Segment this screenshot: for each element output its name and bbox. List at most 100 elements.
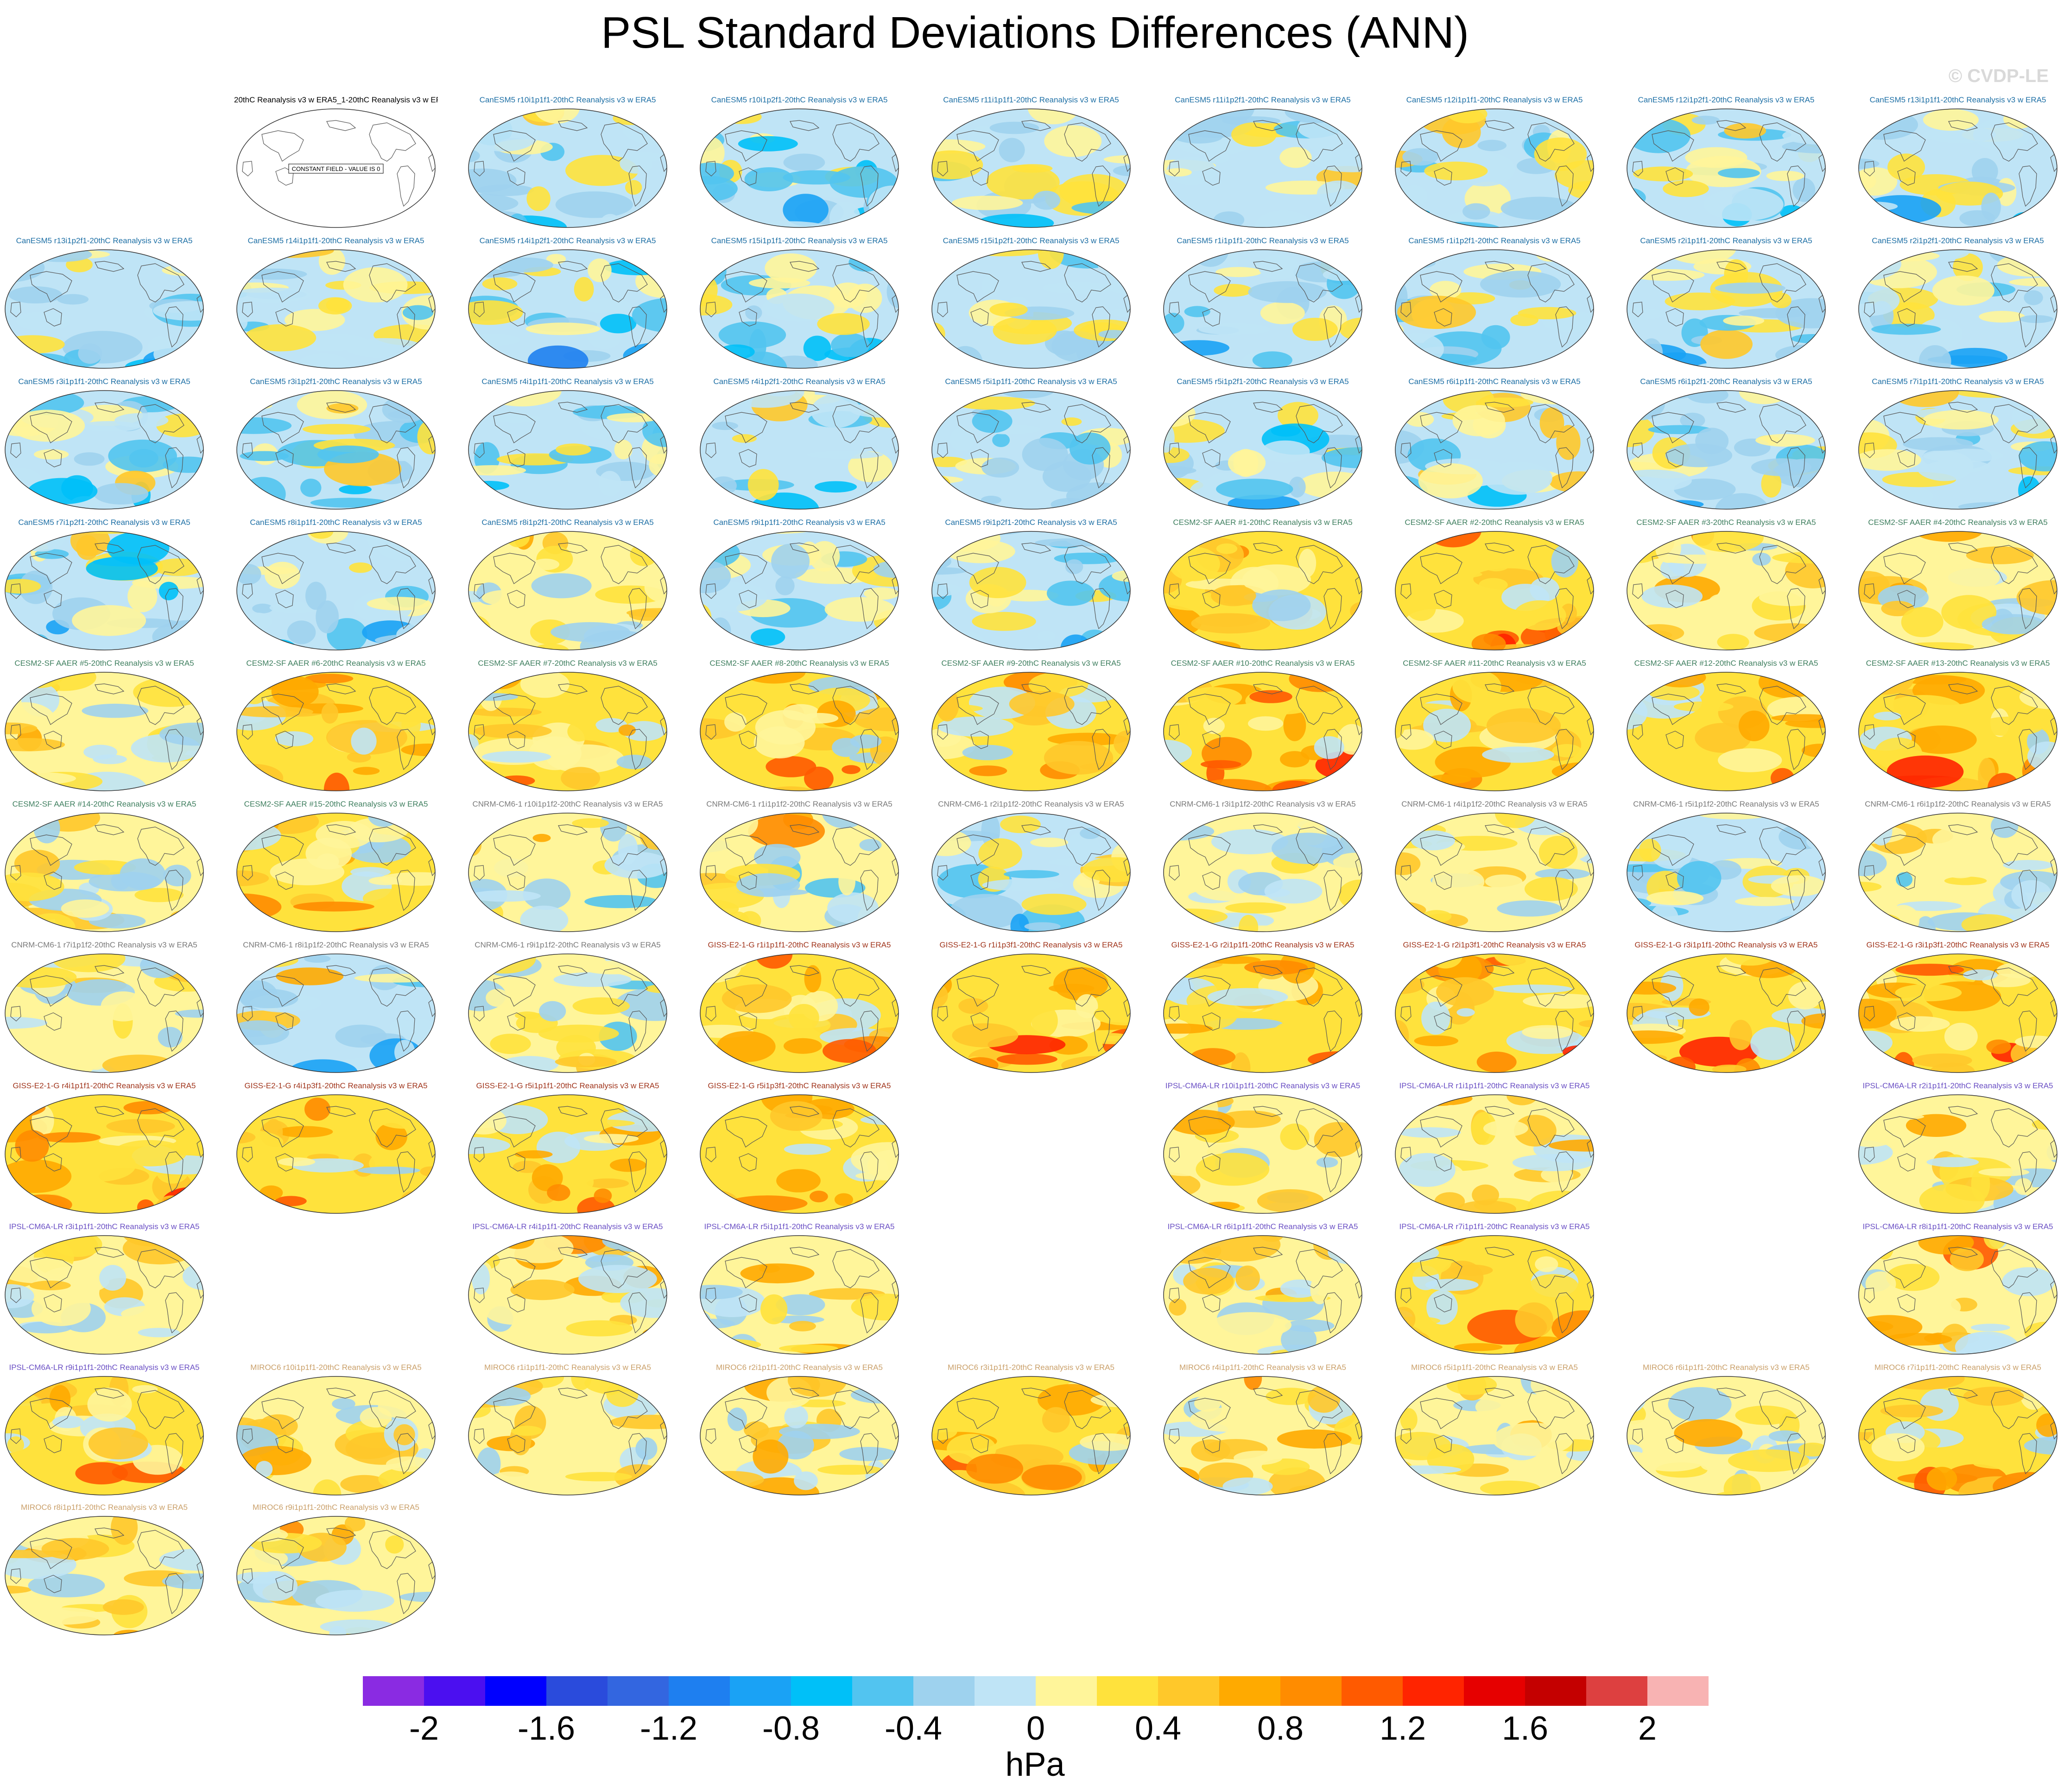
coastline-path [1202,1435,1221,1453]
anomaly-region [1395,711,1405,739]
coastline-path [242,1006,253,1022]
coastline-path [1527,404,1575,443]
coastline-path [1092,447,1110,489]
coastline-path [860,870,879,911]
anomaly-region [133,677,203,707]
anomaly-region [339,485,372,494]
coastline-path [261,975,304,1007]
coastlines [242,683,435,770]
coastline-path [1864,442,1875,458]
coastlines [10,965,203,1052]
coastlines [1632,824,1825,911]
anomaly-region [1548,250,1591,254]
anomaly-region [932,112,955,135]
map-panel: CanESM5 r11i1p1f1-20thC Reanalysis v3 w … [929,95,1133,230]
anomaly-region [932,1421,957,1441]
coastline-path [725,1398,767,1429]
world-map [468,953,667,1073]
map-panel: IPSL-CM6A-LR r7i1p1f1-20thC Reanalysis v… [1393,1222,1596,1357]
anomaly-region [1798,1442,1825,1457]
coastline-path [326,1527,356,1539]
anomaly-region [158,581,179,600]
chart-title: PSL Standard Deviations Differences (ANN… [601,8,1469,57]
coastlines [1864,965,2057,1052]
panel-title: CanESM5 r13i1p2f1-20thC Reanalysis v3 w … [16,236,193,245]
anomaly-region [1164,813,1190,819]
coastline-path [1202,1294,1221,1312]
coastline-path [832,686,880,725]
anomaly-region [468,1486,507,1495]
coastline-path [1253,543,1283,554]
anomaly-region [1450,1264,1493,1276]
world-map [1163,531,1362,650]
coastline-path [1787,1010,1805,1052]
anomaly-region [1049,984,1095,993]
anomaly-region [766,756,817,777]
anomaly-region [386,1456,431,1472]
anomaly-region [788,1004,819,1031]
map-panel: CNRM-CM6-1 r8i1p1f2-20thC Reanalysis v3 … [234,940,438,1075]
coastline-path [1632,442,1643,458]
anomaly-region [1065,559,1083,574]
anomaly-region [1510,314,1538,326]
anomaly-region [1718,168,1760,178]
anomaly-region [1859,1126,1897,1147]
anomaly-region [1400,1408,1418,1431]
coastline-path [725,694,767,725]
anomaly-region [1271,425,1301,437]
map-panel: IPSL-CM6A-LR r9i1p1f1-20thC Reanalysis v… [2,1363,206,1497]
anomaly-region [1692,531,1764,552]
anomaly-region [996,1054,1057,1065]
anomaly-region [716,1031,776,1062]
anomaly-region [72,605,146,636]
coastline-path [261,271,304,303]
map-panel: CanESM5 r14i1p2f1-20thC Reanalysis v3 w … [466,236,670,371]
coastline-path [507,1153,525,1172]
anomaly-region [468,890,541,902]
anomaly-region [1480,1480,1540,1495]
colorbar-swatch [1586,1676,1648,1706]
coastline-path [326,683,356,694]
anomaly-region [1454,1343,1503,1351]
map-panel: CanESM5 r7i1p1f1-20thC Reanalysis v3 w E… [1856,377,2060,511]
anomaly-region [1477,139,1507,151]
anomaly-region [1211,585,1256,606]
panel-title: GISS-E2-1-G r5i1p1f1-20thC Reanalysis v3… [476,1081,659,1090]
coastline-path [261,834,304,866]
coastline-path [1188,975,1231,1007]
anomaly-region [783,153,825,171]
coastline-path [1652,553,1694,584]
anomaly-region [1859,109,1896,121]
anomaly-region [1578,1020,1594,1028]
coastline-path [1323,306,1342,348]
coastlines [937,1388,1130,1475]
map-outline [1858,390,2057,510]
anomaly-region [621,922,667,932]
coastline-path [860,1151,879,1193]
anomaly-region [1627,113,1665,121]
anomaly-region [1065,832,1101,862]
anomaly-region [1707,594,1730,618]
colorbar-tick-labels: -2 -1.6 -1.2 -0.8 -0.4 0 0.4 0.8 1.2 1.6 2 [0,1710,2070,1747]
map-panel: CESM2-SF AAER #6-20thC Reanalysis v3 w E… [234,659,438,793]
anomaly-region [1442,116,1481,148]
coastline-path [44,1294,62,1312]
coastline-path [1092,729,1110,770]
anomaly-region [1421,1001,1450,1035]
coastline-path [1188,834,1231,866]
map-outline [931,1376,1131,1495]
coastline-path [1064,263,1111,303]
anomaly-region [748,814,825,848]
coastline-path [1323,870,1342,911]
map-panel: MIROC6 r3i1p1f1-20thC Reanalysis v3 w ER… [929,1363,1133,1497]
anomaly-region [12,770,39,785]
coastline-path [1202,1012,1221,1031]
world-map [1627,813,1826,932]
coastline-path [493,834,536,866]
anomaly-region [1901,607,1943,637]
coastlines [937,402,1130,489]
world-map [1163,813,1362,932]
anomaly-region [1932,826,1991,854]
anomaly-region [2006,991,2057,1019]
anomaly-region [1021,1464,1082,1490]
